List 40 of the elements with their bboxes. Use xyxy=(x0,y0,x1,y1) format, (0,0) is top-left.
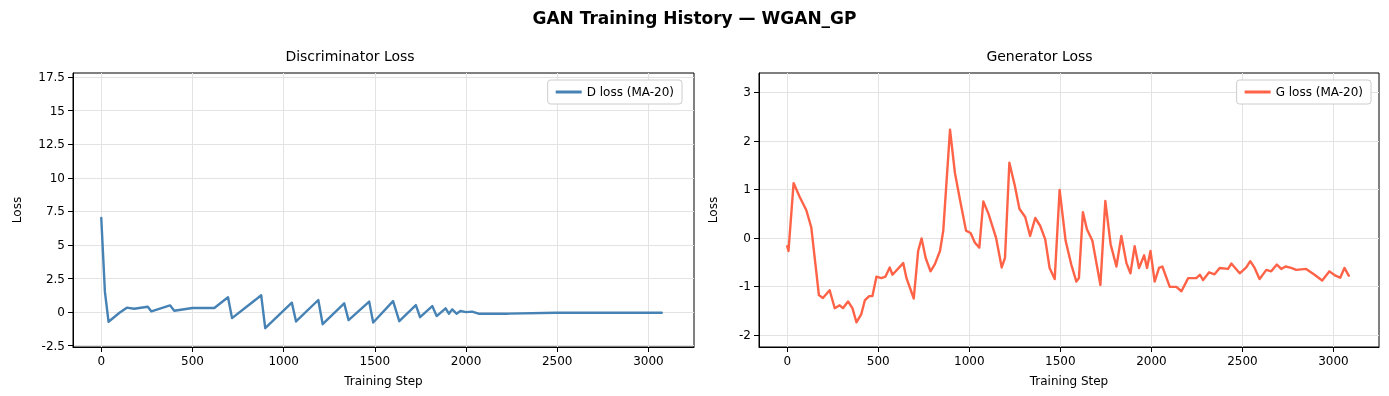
y-tick-label: 7.5 xyxy=(45,204,65,219)
x-tick-label: 500 xyxy=(866,354,890,368)
y-tick-label: 15 xyxy=(49,103,65,118)
y-tick-label: 2 xyxy=(743,133,751,148)
x-tick-label: 500 xyxy=(181,354,204,368)
x-axis-title: Training Step xyxy=(343,374,423,388)
y-tick-label: -2.5 xyxy=(41,338,65,353)
y-tick-label: 3 xyxy=(743,85,751,100)
chart-title: Generator Loss xyxy=(986,48,1093,64)
y-tick-label: 5 xyxy=(57,237,65,252)
x-axis-title: Training Step xyxy=(1028,374,1109,388)
y-tick-label: -2 xyxy=(739,327,751,342)
chart-title: Discriminator Loss xyxy=(285,48,415,64)
y-tick-label: -1 xyxy=(739,279,751,294)
line-series xyxy=(100,216,663,330)
x-tick-label: 3000 xyxy=(1318,354,1349,368)
x-tick-label: 1000 xyxy=(954,354,985,368)
x-tick-label: 1000 xyxy=(268,354,299,368)
x-tick-label: 0 xyxy=(783,354,792,368)
y-tick-label: 10 xyxy=(49,170,65,185)
text: GAN Training History — WGAN_GP xyxy=(531,8,858,28)
y-axis-title: Loss xyxy=(706,196,720,224)
legend-label: D loss (MA-20) xyxy=(586,85,674,99)
y-tick-label: 1 xyxy=(743,182,751,197)
x-tick-label: 2000 xyxy=(450,354,482,368)
y-tick-label: 0 xyxy=(743,230,751,245)
x-tick-label: 2500 xyxy=(541,354,573,368)
legend-label: G loss (MA-20) xyxy=(1275,85,1364,99)
x-tick-label: 1500 xyxy=(1045,354,1076,368)
x-tick-label: 2000 xyxy=(1136,354,1167,368)
y-tick-label: 2.5 xyxy=(45,271,65,286)
y-axis-title: Loss xyxy=(10,196,24,224)
x-tick-label: 2500 xyxy=(1227,354,1258,368)
x-tick-label: 3000 xyxy=(633,354,664,368)
x-tick-label: 0 xyxy=(97,354,106,368)
line-series xyxy=(786,128,1350,324)
x-tick-label: 1500 xyxy=(359,354,391,368)
y-tick-label: 12.5 xyxy=(38,137,65,152)
y-tick-label: 17.5 xyxy=(38,70,65,85)
y-tick-label: 0 xyxy=(57,305,65,320)
